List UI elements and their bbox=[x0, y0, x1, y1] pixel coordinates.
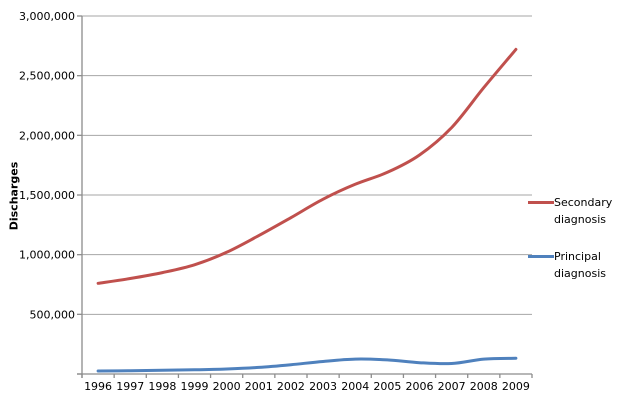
x-tick-label: 1998 bbox=[148, 380, 176, 393]
x-tick-label: 2004 bbox=[341, 380, 369, 393]
legend-item-principal-diagnosis: Principal diagnosis bbox=[528, 248, 618, 282]
legend-line-sample-principal bbox=[528, 255, 554, 258]
x-tick-label: 2001 bbox=[245, 380, 273, 393]
x-tick-label: 1999 bbox=[181, 380, 209, 393]
series-line-1 bbox=[96, 356, 518, 373]
x-tick-label: 1996 bbox=[84, 380, 112, 393]
y-tick-label: 1,000,000 bbox=[19, 249, 75, 262]
x-tick-label: 1997 bbox=[116, 380, 144, 393]
x-tick-label: 2009 bbox=[502, 380, 530, 393]
legend-label-secondary: Secondary diagnosis bbox=[554, 196, 613, 226]
y-tick-label: 2,000,000 bbox=[19, 129, 75, 142]
x-tick-label: 2006 bbox=[406, 380, 434, 393]
y-tick-label: 1,500,000 bbox=[19, 189, 75, 202]
legend-line-sample-secondary bbox=[528, 201, 554, 204]
x-tick-label: 2008 bbox=[470, 380, 498, 393]
x-tick-label: 2000 bbox=[213, 380, 241, 393]
y-tick-label: 500,000 bbox=[30, 308, 76, 321]
y-axis-title: Discharges bbox=[7, 161, 21, 231]
x-tick-label: 2002 bbox=[277, 380, 305, 393]
y-tick-label: 3,000,000 bbox=[19, 10, 75, 23]
legend-label-principal: Principal diagnosis bbox=[554, 250, 606, 280]
series-line-0 bbox=[96, 47, 518, 285]
legend-item-secondary-diagnosis: Secondary diagnosis bbox=[528, 194, 618, 228]
x-tick-label: 2007 bbox=[438, 380, 466, 393]
x-tick-label: 2005 bbox=[373, 380, 401, 393]
y-tick-label: 2,500,000 bbox=[19, 70, 75, 83]
x-tick-label: 2003 bbox=[309, 380, 337, 393]
